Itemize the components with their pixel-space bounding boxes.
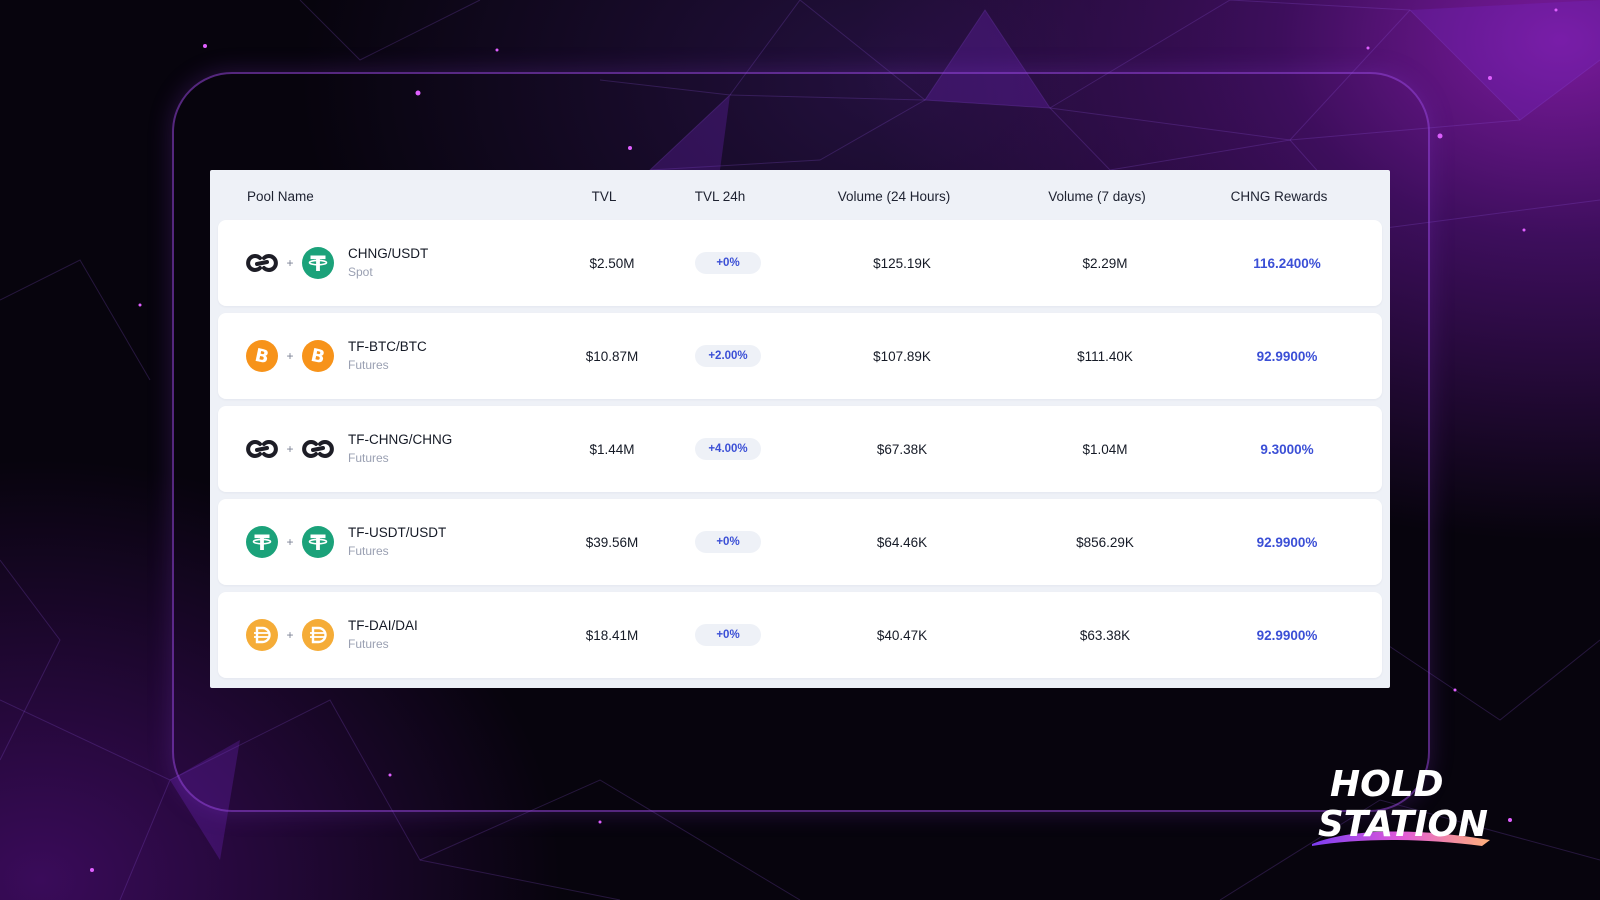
holdstation-logo: HOLD STATION <box>1312 764 1490 846</box>
pair-type: Futures <box>348 451 389 465</box>
pair-name: TF-BTC/BTC <box>348 339 427 354</box>
decorative-frame <box>172 72 1430 812</box>
tvl-cell: $1.44M <box>589 441 635 457</box>
chng-icon <box>246 247 278 279</box>
plus-sign: + <box>286 628 294 642</box>
pair-name: CHNG/USDT <box>348 246 429 261</box>
volume-7d-cell: $856.29K <box>1076 534 1134 550</box>
pair-name: TF-DAI/DAI <box>348 618 418 633</box>
rewards-cell: 92.9900% <box>1256 348 1318 364</box>
usdt-icon <box>246 526 278 558</box>
pool-name-cell: + CHNG/USDT Spot <box>218 245 554 281</box>
tvl-change-badge: +0% <box>695 252 761 274</box>
pool-name-cell: B + B TF-BTC/BTC Futures <box>218 338 554 374</box>
volume-24h-cell: $40.47K <box>876 627 928 643</box>
pair-type: Spot <box>348 265 373 279</box>
chng-icon <box>302 433 334 465</box>
usdt-icon <box>302 526 334 558</box>
tvl-cell: $18.41M <box>585 627 639 643</box>
plus-sign: + <box>286 442 294 456</box>
pair-name: TF-CHNG/CHNG <box>348 432 453 447</box>
pair-type: Futures <box>348 358 389 372</box>
usdt-icon <box>302 247 334 279</box>
rewards-cell: 92.9900% <box>1256 627 1318 643</box>
tvl-24h-cell: +0% <box>670 531 786 553</box>
volume-24h-cell: $107.89K <box>873 348 931 364</box>
dai-icon <box>302 619 334 651</box>
tvl-24h-cell: +2.00% <box>670 345 786 367</box>
table-row[interactable]: + TF-CHNG/CHNG Futures $1.44M +4.00% $67… <box>218 406 1382 492</box>
logo-line1: HOLD <box>1330 764 1444 805</box>
tvl-cell: $10.87M <box>585 348 639 364</box>
tvl-24h-cell: +0% <box>670 252 786 274</box>
chng-icon <box>246 433 278 465</box>
pair-type: Futures <box>348 637 389 651</box>
svg-text:B: B <box>253 345 271 368</box>
logo-line2: STATION <box>1318 804 1488 845</box>
table-row[interactable]: + TF-DAI/DAI Futures $18.41M +0% $40.47K… <box>218 592 1382 678</box>
btc-icon: B <box>302 340 334 372</box>
volume-24h-cell: $64.46K <box>876 534 928 550</box>
pair-type: Futures <box>348 544 389 558</box>
volume-24h-cell: $125.19K <box>873 255 931 271</box>
tvl-change-badge: +4.00% <box>695 438 761 460</box>
header-pool-name[interactable]: Pool Name <box>247 188 314 204</box>
pool-name-cell: + TF-USDT/USDT Futures <box>218 524 554 560</box>
rewards-cell: 92.9900% <box>1256 534 1318 550</box>
tvl-cell: $2.50M <box>589 255 635 271</box>
table-row[interactable]: + TF-USDT/USDT Futures $39.56M +0% $64.4… <box>218 499 1382 585</box>
btc-icon: B <box>246 340 278 372</box>
volume-7d-cell: $2.29M <box>1082 255 1128 271</box>
tvl-24h-cell: +0% <box>670 624 786 646</box>
pool-name-cell: + TF-CHNG/CHNG Futures <box>218 431 554 467</box>
volume-7d-cell: $111.40K <box>1077 348 1133 364</box>
pools-table: Pool Name TVL TVL 24h Volume (24 Hours) … <box>210 170 1390 688</box>
volume-7d-cell: $63.38K <box>1079 627 1131 643</box>
pool-name-cell: + TF-DAI/DAI Futures <box>218 617 554 653</box>
tvl-24h-cell: +4.00% <box>670 438 786 460</box>
svg-text:B: B <box>309 345 327 368</box>
rewards-cell: 116.2400% <box>1253 255 1321 271</box>
rewards-cell: 9.3000% <box>1260 441 1314 457</box>
plus-sign: + <box>286 349 294 363</box>
volume-7d-cell: $1.04M <box>1082 441 1128 457</box>
header-tvl[interactable]: TVL <box>591 188 617 204</box>
plus-sign: + <box>286 535 294 549</box>
tvl-change-badge: +0% <box>695 531 761 553</box>
tvl-cell: $39.56M <box>585 534 639 550</box>
header-volume-7d[interactable]: Volume (7 days) <box>1048 188 1146 204</box>
tvl-change-badge: +2.00% <box>695 345 761 367</box>
table-header: Pool Name TVL TVL 24h Volume (24 Hours) … <box>210 170 1390 222</box>
header-volume-24h[interactable]: Volume (24 Hours) <box>837 188 951 204</box>
table-row[interactable]: + CHNG/USDT Spot $2.50M +0% $125.19K $2.… <box>218 220 1382 306</box>
header-chng-rewards[interactable]: CHNG Rewards <box>1230 188 1328 204</box>
tvl-change-badge: +0% <box>695 624 761 646</box>
table-row[interactable]: B + B TF-BTC/BTC Futures $10.87M +2.00% … <box>218 313 1382 399</box>
header-tvl-24h[interactable]: TVL 24h <box>694 188 746 204</box>
plus-sign: + <box>286 256 294 270</box>
dai-icon <box>246 619 278 651</box>
pair-name: TF-USDT/USDT <box>348 525 447 540</box>
volume-24h-cell: $67.38K <box>876 441 928 457</box>
